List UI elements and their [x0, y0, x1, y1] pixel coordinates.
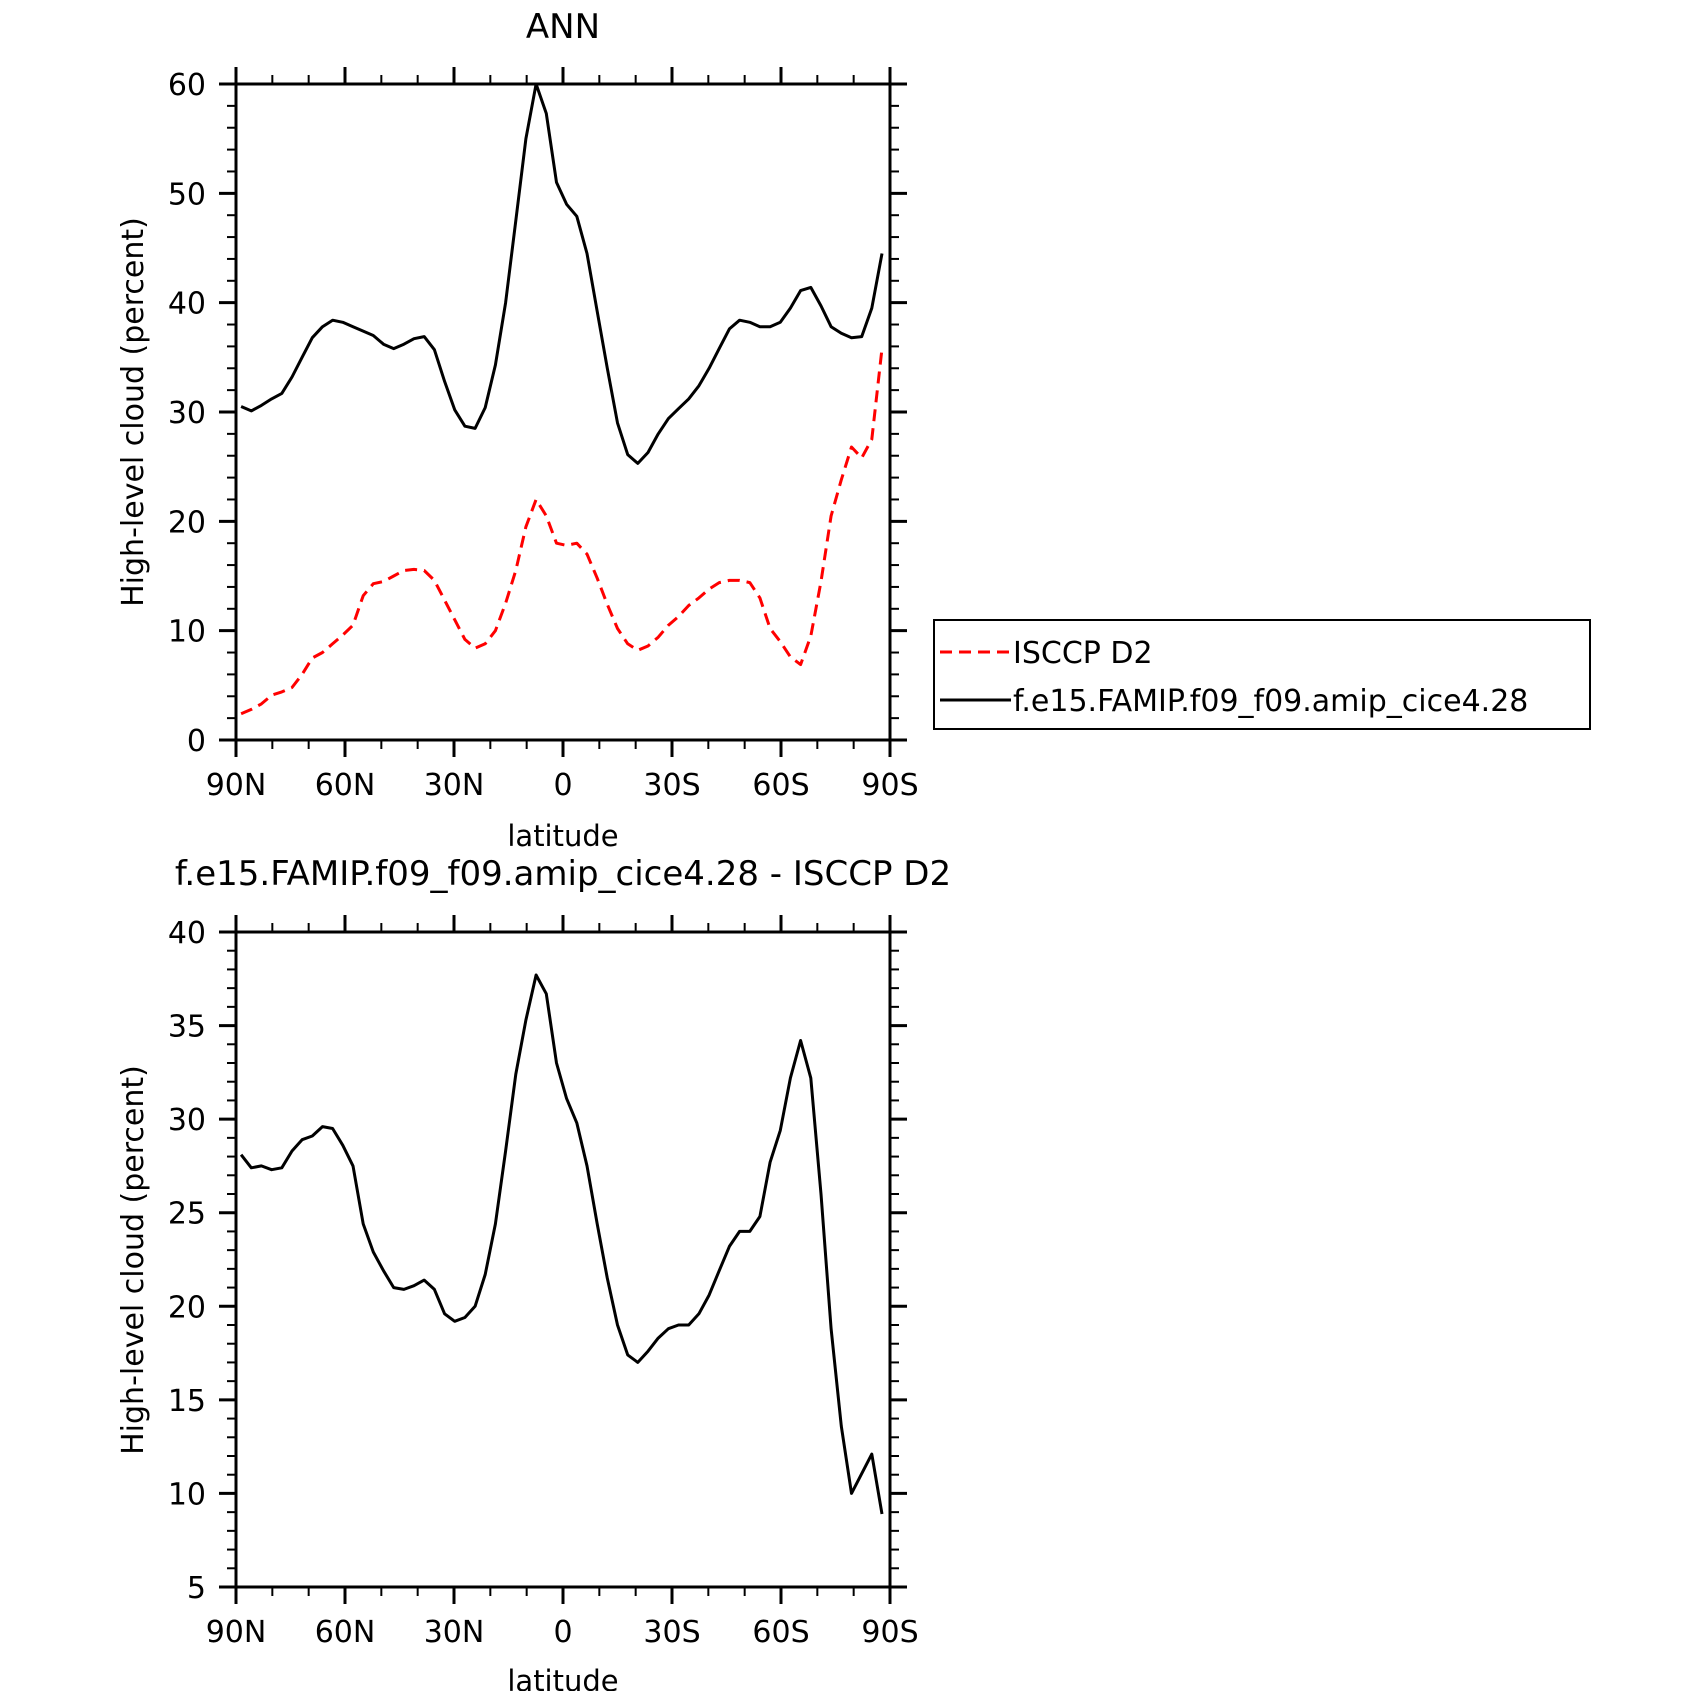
y-tick-label: 35: [168, 1010, 206, 1045]
series-lines: [239, 973, 884, 1515]
y-tick-label: 10: [168, 615, 206, 650]
x-axis-label: latitude: [507, 819, 618, 853]
x-tick-label: 30N: [424, 1615, 485, 1650]
chart-title: ANN: [526, 7, 600, 47]
x-tick-label: 30S: [643, 1615, 700, 1650]
axis-ticks: [219, 915, 907, 1604]
y-tick-label: 15: [168, 1384, 206, 1419]
chart-climatology: ANN 0 10 20 30 40 50 60 90N 60N 30N 0 30S 60S 90S la…: [116, 7, 1591, 853]
x-tick-label: 60S: [752, 1615, 809, 1650]
y-tick-labels: 5 10 15 20 25 30 35 40: [168, 916, 206, 1606]
y-tick-label: 5: [187, 1571, 206, 1606]
x-tick-label: 60N: [315, 1615, 376, 1650]
x-tick-labels: 90N 60N 30N 0 30S 60S 90S: [206, 1615, 919, 1650]
series-line-model: [239, 973, 884, 1515]
y-tick-label: 40: [168, 287, 206, 322]
y-tick-label: 30: [168, 1103, 206, 1138]
x-axis-label: latitude: [507, 1664, 618, 1691]
legend: ISCCP D2 f.e15.FAMIP.f09_f09.amip_cice4.…: [933, 619, 1591, 730]
y-tick-label: 20: [168, 505, 206, 540]
x-tick-label: 30S: [643, 768, 700, 803]
x-tick-label: 90N: [206, 768, 267, 803]
y-tick-label: 50: [168, 177, 206, 212]
x-tick-label: 60N: [315, 768, 376, 803]
y-tick-label: 25: [168, 1197, 206, 1232]
y-tick-labels: 0 10 20 30 40 50 60: [168, 68, 206, 759]
x-tick-label: 30N: [424, 768, 485, 803]
y-tick-label: 20: [168, 1290, 206, 1325]
series-line-model: [240, 82, 884, 465]
y-axis-label: High-level cloud (percent): [116, 217, 151, 607]
y-axis-label: High-level cloud (percent): [116, 1065, 151, 1455]
series-lines: [240, 82, 884, 716]
y-tick-label: 10: [168, 1477, 206, 1512]
y-tick-label: 0: [187, 724, 206, 759]
x-tick-label: 0: [553, 768, 572, 803]
legend-label-model: f.e15.FAMIP.f09_f09.amip_cice4.28: [1013, 684, 1528, 719]
y-tick-label: 60: [168, 68, 206, 103]
y-tick-label: 40: [168, 916, 206, 951]
y-tick-label: 30: [168, 396, 206, 431]
chart-title: f.e15.FAMIP.f09_f09.amip_cice4.28 - ISCC…: [175, 854, 951, 894]
x-tick-label: 90N: [206, 1615, 267, 1650]
legend-box: [933, 619, 1591, 730]
axis-ticks: [219, 67, 907, 757]
x-tick-label: 60S: [752, 768, 809, 803]
x-tick-label: 90S: [861, 1615, 918, 1650]
plot-frame: [234, 930, 892, 1589]
x-tick-label: 90S: [861, 768, 918, 803]
x-tick-label: 0: [553, 1615, 572, 1650]
chart-difference: f.e15.FAMIP.f09_f09.amip_cice4.28 - ISCC…: [116, 854, 951, 1691]
x-tick-labels: 90N 60N 30N 0 30S 60S 90S: [206, 768, 919, 803]
series-line-isccp-d2: [240, 348, 884, 716]
legend-label-isccp: ISCCP D2: [1013, 636, 1153, 671]
